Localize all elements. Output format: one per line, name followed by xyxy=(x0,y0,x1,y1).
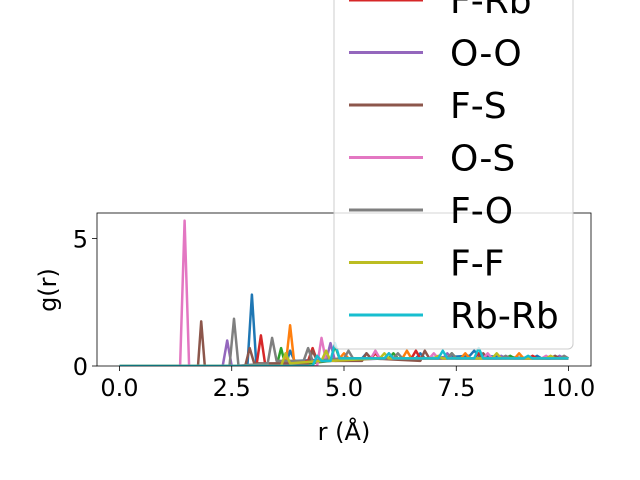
legend: F-Rb O-O F-S O-S F-O F-F Rb-Rb xyxy=(333,0,574,350)
legend-label: F-F xyxy=(450,244,504,285)
x-tick-label: 10.0 xyxy=(542,374,595,402)
legend-label: F-Rb xyxy=(450,0,532,22)
x-tick-label: 7.5 xyxy=(437,374,475,402)
y-tick-label: 0 xyxy=(73,353,88,381)
legend-label: Rb-Rb xyxy=(450,296,559,337)
y-axis-ticks: 05 xyxy=(73,226,97,381)
legend-label: O-O xyxy=(450,34,522,75)
plot-lines xyxy=(119,219,570,366)
x-tick-label: 5.0 xyxy=(325,374,363,402)
series-line-9 xyxy=(119,341,569,366)
x-tick-label: 2.5 xyxy=(213,374,251,402)
x-tick-label: 0.0 xyxy=(100,374,138,402)
y-axis-label: g(r) xyxy=(34,268,62,312)
x-axis-ticks: 0.0 2.5 5.0 7.5 10.0 xyxy=(100,366,595,402)
x-axis-label: r (Å) xyxy=(318,417,371,446)
y-tick-label: 5 xyxy=(73,226,88,254)
legend-label: F-O xyxy=(450,191,513,232)
legend-label: O-S xyxy=(450,139,515,180)
legend-label: F-S xyxy=(450,86,507,127)
series-line-1 xyxy=(119,323,569,366)
